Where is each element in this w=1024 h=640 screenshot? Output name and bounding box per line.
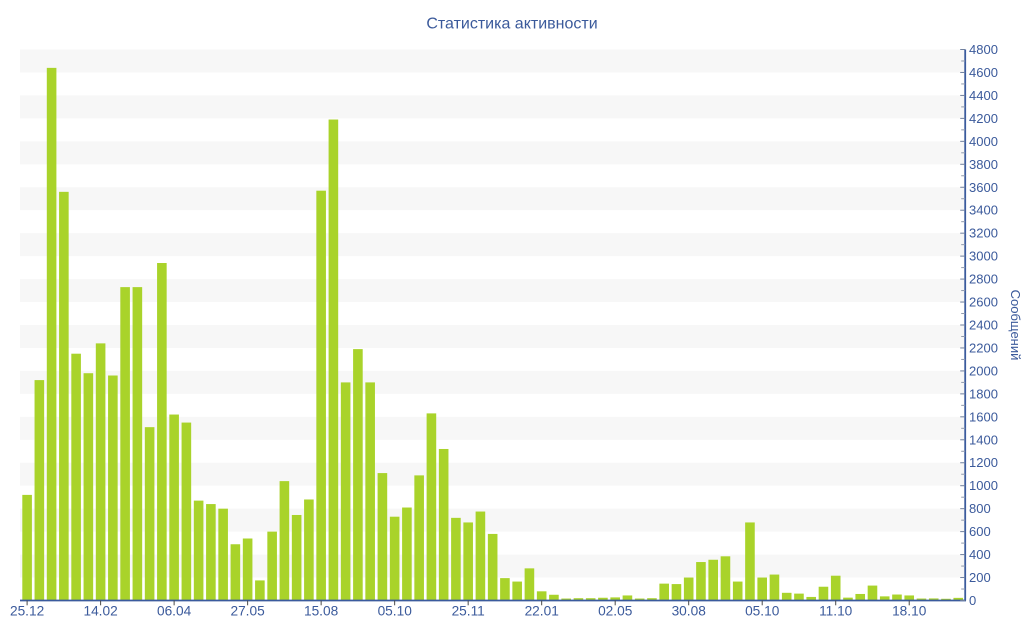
svg-text:27.05: 27.05 — [230, 603, 265, 618]
svg-text:2200: 2200 — [969, 341, 998, 356]
svg-text:25.12: 25.12 — [10, 603, 44, 618]
svg-text:1400: 1400 — [969, 432, 998, 447]
svg-text:1800: 1800 — [969, 386, 998, 401]
svg-text:1600: 1600 — [969, 409, 998, 424]
svg-text:06.04: 06.04 — [157, 603, 192, 618]
svg-text:18.10: 18.10 — [892, 603, 927, 618]
svg-text:4800: 4800 — [969, 42, 998, 57]
svg-text:3200: 3200 — [969, 226, 998, 241]
svg-text:05.10: 05.10 — [745, 603, 780, 618]
svg-text:3800: 3800 — [969, 157, 998, 172]
svg-text:3400: 3400 — [969, 203, 998, 218]
svg-text:200: 200 — [969, 570, 991, 585]
svg-text:Статистика активности: Статистика активности — [426, 16, 597, 33]
svg-text:4400: 4400 — [969, 88, 998, 103]
svg-text:3000: 3000 — [969, 249, 998, 264]
svg-text:02.05: 02.05 — [598, 603, 633, 618]
svg-text:800: 800 — [969, 501, 991, 516]
svg-text:15.08: 15.08 — [304, 603, 339, 618]
svg-text:05.10: 05.10 — [378, 603, 413, 618]
svg-text:25.11: 25.11 — [452, 603, 485, 618]
svg-text:400: 400 — [969, 547, 991, 562]
svg-text:14.02: 14.02 — [83, 603, 117, 618]
svg-text:4200: 4200 — [969, 111, 998, 126]
svg-text:Сообщений: Сообщений — [1008, 290, 1023, 361]
svg-text:2800: 2800 — [969, 272, 998, 287]
svg-text:4600: 4600 — [969, 65, 998, 80]
svg-text:0: 0 — [969, 593, 976, 608]
svg-text:2000: 2000 — [969, 363, 998, 378]
svg-text:11.10: 11.10 — [819, 603, 853, 618]
svg-text:1200: 1200 — [969, 455, 998, 470]
svg-text:30.08: 30.08 — [672, 603, 707, 618]
svg-text:4000: 4000 — [969, 134, 998, 149]
svg-text:600: 600 — [969, 524, 991, 539]
svg-text:2600: 2600 — [969, 295, 998, 310]
svg-text:3600: 3600 — [969, 180, 998, 195]
svg-text:1000: 1000 — [969, 478, 998, 493]
svg-text:22.01: 22.01 — [525, 603, 559, 618]
svg-text:2400: 2400 — [969, 318, 998, 333]
